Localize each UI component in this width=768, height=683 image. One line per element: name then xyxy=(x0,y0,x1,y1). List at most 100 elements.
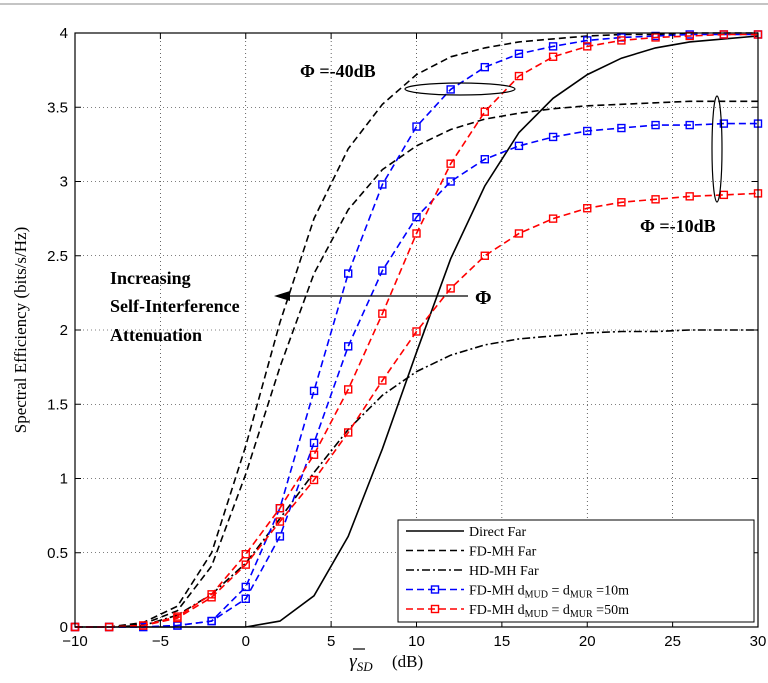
data-point-red-40 xyxy=(719,30,729,39)
x-axis-label: γSD (dB) xyxy=(349,648,423,674)
x-tick-label: 10 xyxy=(408,633,425,650)
data-point-blue-10 xyxy=(548,132,558,142)
series-line-red-10 xyxy=(75,192,759,628)
data-point-blue-10 xyxy=(378,266,387,275)
data-point-red-40 xyxy=(309,450,319,459)
data-point-blue-40 xyxy=(480,62,489,72)
data-point-blue-10 xyxy=(480,155,489,164)
data-point-blue-40 xyxy=(514,49,524,58)
data-point-red-40 xyxy=(480,107,489,116)
data-point-blue-10 xyxy=(446,177,455,186)
data-point-blue-10 xyxy=(651,120,660,130)
data-point-blue-10 xyxy=(514,141,524,151)
legend-label: HD-MH Far xyxy=(469,564,539,579)
annotation-increasing: Increasing xyxy=(110,268,191,288)
x-tick-label: 30 xyxy=(750,633,767,650)
ticks-group: −10 −5 0 5 10 15 20 25 30 0 0.5 1 1.5 2 2.5 3 3.5 4 xyxy=(47,25,766,650)
data-point-blue-10 xyxy=(275,532,285,541)
data-point-blue-10 xyxy=(617,123,626,133)
data-point-red-10 xyxy=(139,621,148,630)
data-point-blue-10 xyxy=(309,438,319,448)
data-point-blue-10 xyxy=(241,594,250,603)
annotation-phi-10: Φ =-10dB xyxy=(640,216,716,236)
data-point-blue-40 xyxy=(412,122,421,131)
series-line-fd-mh-far-10 xyxy=(75,100,758,628)
y-tick-label: 0 xyxy=(60,619,68,636)
x-tick-label: −10 xyxy=(62,633,87,650)
legend-label: FD-MH Far xyxy=(469,545,537,560)
legend-items: Direct Far FD-MH Far HD-MH Far FD-MH dMUD =… xyxy=(406,525,629,620)
data-point-blue-10 xyxy=(685,120,694,130)
data-point-blue-10 xyxy=(719,119,729,128)
data-point-red-10 xyxy=(583,204,592,213)
y-tick-label: 2 xyxy=(60,322,68,339)
data-point-blue-10 xyxy=(207,616,216,626)
data-point-red-10 xyxy=(275,517,285,526)
annotation-phi-40: Φ =-40dB xyxy=(300,61,376,81)
data-point-red-40 xyxy=(514,71,524,81)
data-point-red-10 xyxy=(514,229,524,238)
data-point-red-10 xyxy=(548,214,558,223)
legend-label: Direct Far xyxy=(469,525,526,540)
series-line-hd-mh-far xyxy=(75,329,758,628)
data-point-red-10 xyxy=(412,327,421,336)
x-tick-label: 0 xyxy=(242,633,250,650)
x-tick-label: −5 xyxy=(152,633,169,650)
x-tick-label: 25 xyxy=(664,633,681,650)
data-point-red-40 xyxy=(275,504,285,513)
y-tick-label: 2.5 xyxy=(47,248,68,265)
data-point-red-10 xyxy=(241,560,250,569)
legend: Direct Far FD-MH Far HD-MH Far FD-MH dMUD =… xyxy=(397,519,755,623)
data-point-red-10 xyxy=(207,593,216,602)
data-point-blue-10 xyxy=(344,342,353,351)
y-tick-label: 0.5 xyxy=(47,545,68,562)
x-axis-label-gamma: γSD xyxy=(349,651,373,674)
y-tick-label: 3.5 xyxy=(47,99,68,116)
legend-label: FD-MH dMUD = dMUR =10m xyxy=(469,584,629,601)
data-point-red-40 xyxy=(548,52,558,61)
series-group xyxy=(70,30,763,632)
data-point-red-40 xyxy=(446,159,455,168)
data-point-red-40 xyxy=(412,229,421,238)
x-axis-label-unit: (dB) xyxy=(392,652,423,671)
legend-marker xyxy=(430,585,440,594)
data-point-red-40 xyxy=(617,36,626,45)
annotation-ellipse-10 xyxy=(711,95,723,203)
y-tick-label: 1.5 xyxy=(47,396,68,413)
data-point-blue-40 xyxy=(309,386,319,396)
annotation-self-interference: Self-Interference xyxy=(110,296,240,316)
x-tick-label: 15 xyxy=(494,633,511,650)
data-point-blue-10 xyxy=(583,126,592,136)
data-point-red-40 xyxy=(241,550,250,559)
data-point-red-10 xyxy=(480,251,489,260)
y-tick-label: 1 xyxy=(60,471,68,488)
data-point-red-40 xyxy=(583,42,592,51)
data-point-blue-40 xyxy=(378,180,387,189)
y-tick-label: 4 xyxy=(60,25,68,42)
data-point-red-10 xyxy=(173,613,182,623)
legend-label: FD-MH dMUD = dMUR =50m xyxy=(469,603,629,620)
x-tick-label: 5 xyxy=(327,633,335,650)
data-point-blue-40 xyxy=(446,85,455,94)
data-point-red-10 xyxy=(344,428,353,437)
legend-box xyxy=(397,519,755,623)
data-point-blue-40 xyxy=(548,42,558,51)
data-point-blue-40 xyxy=(344,269,353,278)
y-axis-label: Spectral Efficiency (bits/s/Hz) xyxy=(11,227,30,433)
annotation-arrow-phi: Φ xyxy=(475,287,492,309)
data-point-red-10 xyxy=(309,475,319,485)
data-point-red-10 xyxy=(378,376,387,385)
series-line-blue-10 xyxy=(75,122,758,628)
data-point-blue-10 xyxy=(412,212,421,222)
annotation-ellipse-40 xyxy=(404,82,516,96)
data-point-red-10 xyxy=(446,284,455,293)
data-point-red-40 xyxy=(378,309,387,318)
data-point-red-40 xyxy=(651,33,660,42)
annotation-arrow-head xyxy=(274,291,290,301)
x-tick-label: 20 xyxy=(579,633,596,650)
series-line-fd-mh-far-40 xyxy=(75,32,758,628)
data-point-blue-40 xyxy=(241,582,250,592)
data-point-red-40 xyxy=(344,385,353,394)
y-tick-label: 3 xyxy=(60,174,68,191)
